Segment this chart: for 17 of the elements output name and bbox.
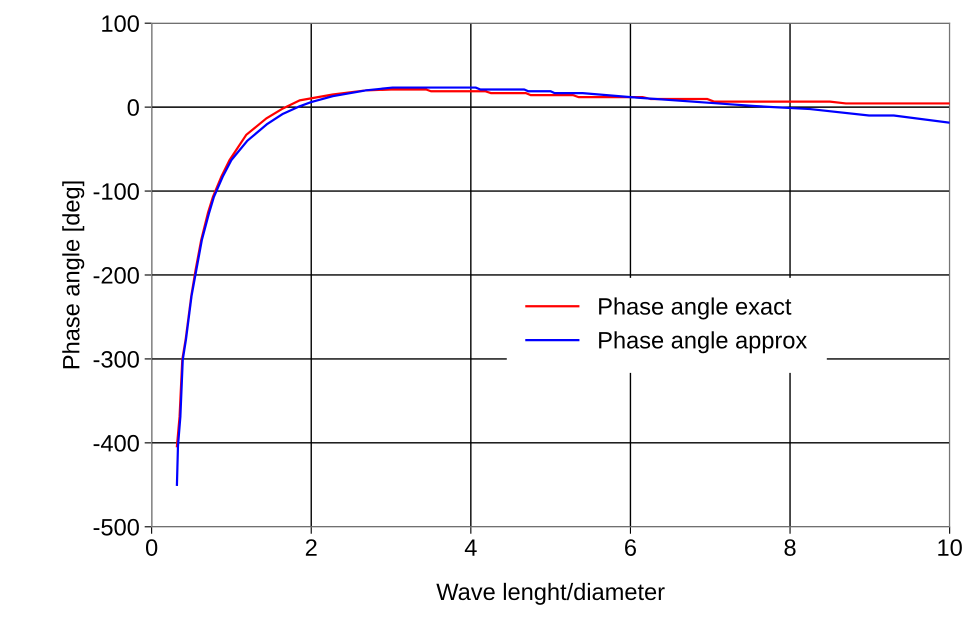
x-tick-label: 6	[625, 539, 636, 556]
y-tick-label: 0	[128, 99, 139, 116]
y-tick-label: -300	[94, 350, 139, 368]
y-tick-label: -500	[94, 518, 139, 536]
y-tick-label: 100	[102, 15, 139, 32]
legend-label: Phase angle approx	[599, 331, 807, 354]
y-axis-title: Phase angle [deg]	[62, 181, 84, 368]
x-tick-label: 8	[784, 539, 796, 556]
x-tick-label: 0	[146, 539, 158, 556]
y-tick-label: -200	[94, 267, 139, 284]
legend-label: Phase angle exact	[599, 297, 792, 320]
y-tick-label: -400	[94, 434, 139, 452]
x-tick-label: 4	[464, 539, 477, 556]
x-tick-label: 10	[938, 539, 962, 556]
x-tick-label: 2	[306, 539, 317, 556]
x-axis-title: Wave lenght/diameter	[436, 582, 665, 605]
y-tick-label: -100	[94, 183, 139, 200]
